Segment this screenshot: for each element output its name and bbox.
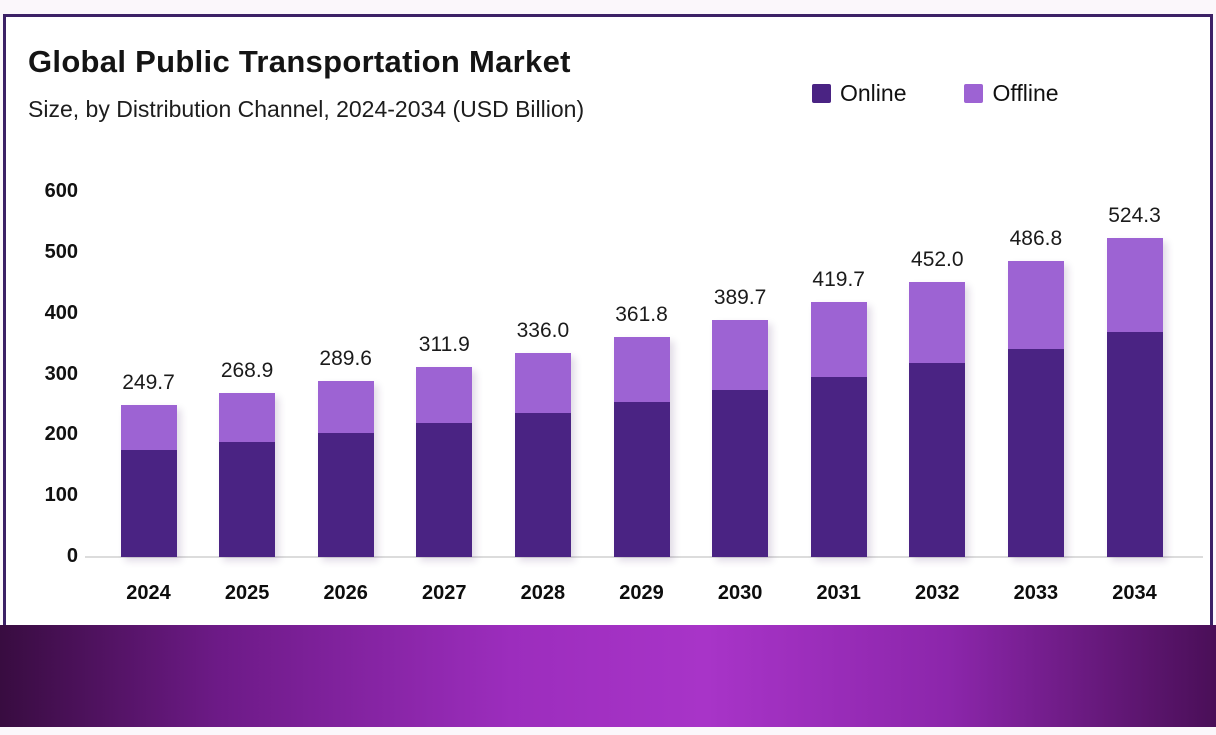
legend-item-offline: Offline [964, 80, 1059, 107]
bar-total-label: 249.7 [122, 371, 175, 395]
legend-swatch-icon [812, 84, 831, 103]
bar-total-label: 389.7 [713, 285, 767, 309]
x-axis-label: 2029 [619, 582, 664, 604]
bar-segment-offline [219, 393, 276, 442]
x-axis-label: 2033 [1013, 582, 1059, 604]
bar-segment-online [416, 423, 473, 557]
y-axis-label: 100 [44, 484, 78, 507]
y-axis-label: 400 [44, 301, 78, 324]
x-axis-label: 2034 [1112, 582, 1157, 604]
x-axis-label: 2024 [126, 582, 171, 604]
x-axis-label: 2031 [816, 582, 861, 604]
legend-label: Online [840, 80, 907, 106]
x-axis-label: 2025 [224, 582, 270, 604]
page-title: Global Public Transportation Market [28, 44, 571, 79]
bar-2028 [514, 352, 571, 557]
bar-segment-offline [810, 301, 867, 378]
legend: Online Offline [812, 80, 1059, 107]
bar-2024 [120, 405, 177, 557]
bar-segment-offline [613, 336, 670, 403]
bar-segment-offline [712, 319, 769, 391]
bar-segment-online [909, 363, 966, 557]
y-axis-label: 200 [44, 423, 78, 446]
legend-item-online: Online [812, 80, 906, 107]
y-axis-label: 600 [44, 180, 78, 202]
x-axis-label: 2032 [915, 582, 960, 604]
bar-total-label: 336.0 [516, 318, 570, 342]
y-axis-label: 500 [44, 240, 78, 263]
bar-segment-online [514, 413, 571, 557]
bar-segment-online [613, 402, 670, 557]
bar-total-label: 289.6 [319, 346, 372, 370]
x-axis-label: 2026 [323, 582, 368, 604]
bar-segment-offline [416, 367, 473, 424]
page-subtitle: Size, by Distribution Channel, 2024-2034… [28, 96, 585, 122]
bar-total-label: 361.8 [615, 302, 668, 326]
bar-segment-online [120, 450, 177, 557]
bar-segment-offline [514, 352, 571, 414]
bar-2027 [416, 367, 473, 557]
bar-2032 [909, 282, 966, 557]
bar-total-label: 419.7 [812, 267, 865, 291]
bar-segment-online [712, 390, 769, 557]
bar-segment-offline [1106, 238, 1163, 333]
y-axis-label: 300 [44, 362, 78, 385]
bar-total-label: 452.0 [911, 248, 964, 272]
bar-segment-online [1007, 348, 1064, 557]
bar-2031 [810, 301, 867, 557]
bar-2033 [1007, 260, 1064, 557]
x-axis-baseline [85, 556, 1203, 558]
bar-segment-online [810, 377, 867, 557]
bar-2026 [317, 380, 374, 557]
legend-swatch-icon [964, 84, 984, 103]
bar-2034 [1106, 238, 1163, 557]
x-axis-label: 2028 [520, 582, 566, 604]
bar-segment-online [219, 441, 276, 557]
bar-segment-offline [1007, 260, 1064, 349]
bar-segment-offline [120, 405, 177, 451]
x-axis-label: 2030 [717, 582, 763, 604]
bar-segment-offline [317, 380, 374, 433]
legend-label: Offline [992, 80, 1059, 106]
bar-segment-offline [909, 282, 966, 364]
bar-segment-online [317, 432, 374, 557]
bar-total-label: 311.9 [418, 333, 470, 357]
bar-2025 [219, 393, 276, 557]
bar-total-label: 524.3 [1108, 204, 1161, 228]
bar-total-label: 268.9 [220, 359, 274, 383]
bar-total-label: 486.8 [1009, 226, 1063, 250]
x-axis-label: 2027 [422, 582, 467, 604]
bar-segment-online [1106, 332, 1163, 557]
bar-2030 [712, 319, 769, 557]
y-axis-label: 0 [66, 545, 78, 567]
bar-2029 [613, 336, 670, 557]
footer-banner: The Market will Grow At the CAGR of: 7.7… [0, 625, 1216, 727]
